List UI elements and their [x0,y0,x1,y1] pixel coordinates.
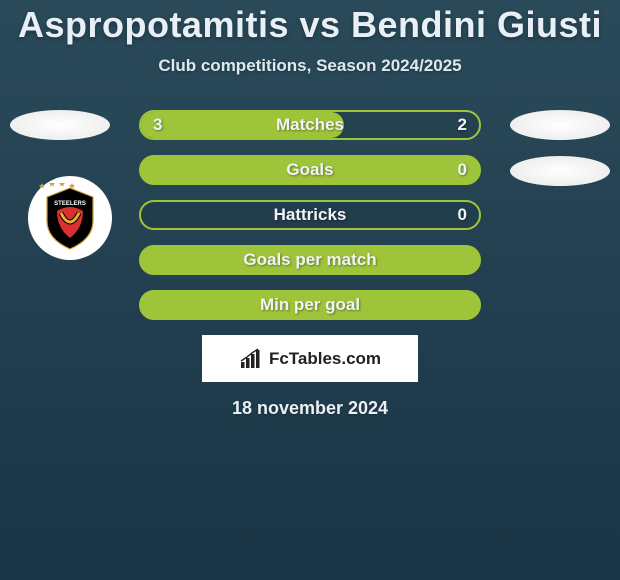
stat-bar: 0 Goals [139,155,481,185]
stat-right-value: 0 [458,160,467,180]
watermark: FcTables.com [202,335,418,382]
player2-club-badge [510,156,610,186]
stats-area: STEELERS 3 2 Matches 0 Goals 0 Hattricks Goals … [0,110,620,320]
stat-right-value: 2 [458,115,467,135]
watermark-text: FcTables.com [269,349,381,369]
stat-left-value: 3 [153,115,162,135]
stat-right-value: 0 [458,205,467,225]
svg-text:STEELERS: STEELERS [54,201,86,207]
player1-club-badge: STEELERS [28,176,112,260]
chart-icon [239,348,265,370]
stat-bar: 0 Hattricks [139,200,481,230]
date-label: 18 november 2024 [0,398,620,419]
stat-bar: 3 2 Matches [139,110,481,140]
stat-row: Min per goal [0,290,620,320]
stat-bar: Goals per match [139,245,481,275]
stat-label: Goals [286,160,333,180]
player1-flag-badge [10,110,110,140]
player2-flag-badge [510,110,610,140]
stat-label: Hattricks [274,205,347,225]
stat-bar: Min per goal [139,290,481,320]
steelers-logo-icon: STEELERS [35,183,105,253]
page-subtitle: Club competitions, Season 2024/2025 [0,56,620,76]
stat-label: Matches [276,115,344,135]
stat-label: Goals per match [243,250,376,270]
stat-label: Min per goal [260,295,360,315]
page-title: Aspropotamitis vs Bendini Giusti [0,4,620,46]
header: Aspropotamitis vs Bendini Giusti Club co… [0,0,620,76]
